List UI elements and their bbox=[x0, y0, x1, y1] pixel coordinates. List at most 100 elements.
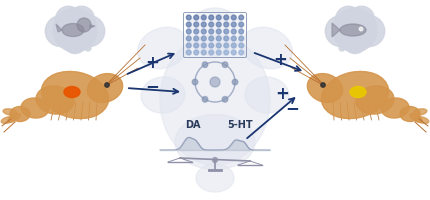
Circle shape bbox=[239, 50, 244, 55]
Circle shape bbox=[201, 15, 206, 20]
Ellipse shape bbox=[3, 109, 17, 115]
Circle shape bbox=[222, 97, 228, 102]
Circle shape bbox=[212, 158, 218, 162]
Circle shape bbox=[194, 50, 199, 55]
Circle shape bbox=[231, 22, 236, 27]
Text: DA: DA bbox=[185, 120, 201, 130]
Circle shape bbox=[231, 50, 236, 55]
Circle shape bbox=[239, 15, 244, 20]
Circle shape bbox=[202, 62, 208, 67]
Ellipse shape bbox=[413, 109, 427, 115]
Circle shape bbox=[333, 8, 377, 52]
Circle shape bbox=[64, 31, 86, 54]
Circle shape bbox=[239, 22, 244, 27]
Circle shape bbox=[224, 29, 229, 34]
Circle shape bbox=[239, 29, 244, 34]
Circle shape bbox=[77, 37, 79, 39]
Circle shape bbox=[105, 83, 109, 87]
Circle shape bbox=[55, 6, 81, 32]
Circle shape bbox=[209, 50, 214, 55]
Polygon shape bbox=[90, 25, 95, 28]
Circle shape bbox=[186, 50, 191, 55]
Ellipse shape bbox=[196, 164, 234, 192]
Circle shape bbox=[194, 43, 199, 48]
Circle shape bbox=[85, 45, 91, 51]
Ellipse shape bbox=[187, 8, 243, 56]
Ellipse shape bbox=[400, 106, 420, 121]
Circle shape bbox=[231, 15, 236, 20]
Circle shape bbox=[210, 77, 220, 87]
Circle shape bbox=[186, 36, 191, 41]
Ellipse shape bbox=[36, 86, 74, 114]
Text: 5-HT: 5-HT bbox=[227, 120, 253, 130]
Circle shape bbox=[209, 15, 214, 20]
Circle shape bbox=[186, 15, 191, 20]
Ellipse shape bbox=[410, 114, 422, 122]
Circle shape bbox=[216, 50, 221, 55]
Circle shape bbox=[216, 36, 221, 41]
Text: +: + bbox=[273, 51, 287, 69]
Circle shape bbox=[339, 45, 345, 51]
Circle shape bbox=[326, 16, 356, 46]
Ellipse shape bbox=[245, 77, 289, 113]
Circle shape bbox=[194, 29, 199, 34]
Circle shape bbox=[186, 22, 191, 27]
Ellipse shape bbox=[350, 86, 366, 98]
Circle shape bbox=[202, 97, 208, 102]
Ellipse shape bbox=[41, 71, 109, 119]
Circle shape bbox=[224, 50, 229, 55]
Circle shape bbox=[231, 36, 236, 41]
Circle shape bbox=[351, 37, 353, 39]
Polygon shape bbox=[332, 23, 340, 37]
Ellipse shape bbox=[321, 71, 389, 119]
Text: +: + bbox=[145, 54, 159, 72]
Ellipse shape bbox=[242, 27, 292, 69]
Circle shape bbox=[216, 29, 221, 34]
Ellipse shape bbox=[138, 27, 188, 69]
Ellipse shape bbox=[87, 74, 123, 102]
Circle shape bbox=[186, 29, 191, 34]
Ellipse shape bbox=[21, 98, 49, 118]
Polygon shape bbox=[56, 24, 62, 32]
Circle shape bbox=[201, 50, 206, 55]
Ellipse shape bbox=[1, 117, 15, 123]
Circle shape bbox=[224, 36, 229, 41]
Circle shape bbox=[192, 79, 198, 85]
Text: +: + bbox=[275, 85, 289, 103]
Ellipse shape bbox=[8, 114, 20, 122]
Circle shape bbox=[232, 79, 238, 85]
Circle shape bbox=[74, 16, 104, 46]
Circle shape bbox=[209, 43, 214, 48]
Circle shape bbox=[321, 83, 325, 87]
Circle shape bbox=[224, 43, 229, 48]
Circle shape bbox=[239, 36, 244, 41]
Circle shape bbox=[80, 41, 84, 45]
Ellipse shape bbox=[141, 77, 185, 113]
Text: −: − bbox=[285, 99, 299, 117]
Circle shape bbox=[231, 43, 236, 48]
Circle shape bbox=[239, 43, 244, 48]
Circle shape bbox=[216, 43, 221, 48]
Ellipse shape bbox=[340, 24, 366, 36]
Circle shape bbox=[194, 22, 199, 27]
Ellipse shape bbox=[10, 106, 30, 121]
Text: −: − bbox=[145, 77, 159, 95]
Circle shape bbox=[201, 29, 206, 34]
Circle shape bbox=[336, 6, 361, 32]
Ellipse shape bbox=[62, 23, 84, 36]
Circle shape bbox=[344, 31, 366, 54]
Circle shape bbox=[222, 62, 228, 67]
Circle shape bbox=[45, 16, 76, 46]
Ellipse shape bbox=[64, 86, 80, 98]
Circle shape bbox=[53, 8, 97, 52]
Circle shape bbox=[194, 36, 199, 41]
Circle shape bbox=[349, 6, 375, 32]
Ellipse shape bbox=[381, 98, 409, 118]
Circle shape bbox=[209, 22, 214, 27]
Circle shape bbox=[224, 15, 229, 20]
Circle shape bbox=[69, 6, 94, 32]
Ellipse shape bbox=[415, 117, 429, 123]
Circle shape bbox=[231, 29, 236, 34]
Circle shape bbox=[354, 16, 385, 46]
Circle shape bbox=[224, 22, 229, 27]
